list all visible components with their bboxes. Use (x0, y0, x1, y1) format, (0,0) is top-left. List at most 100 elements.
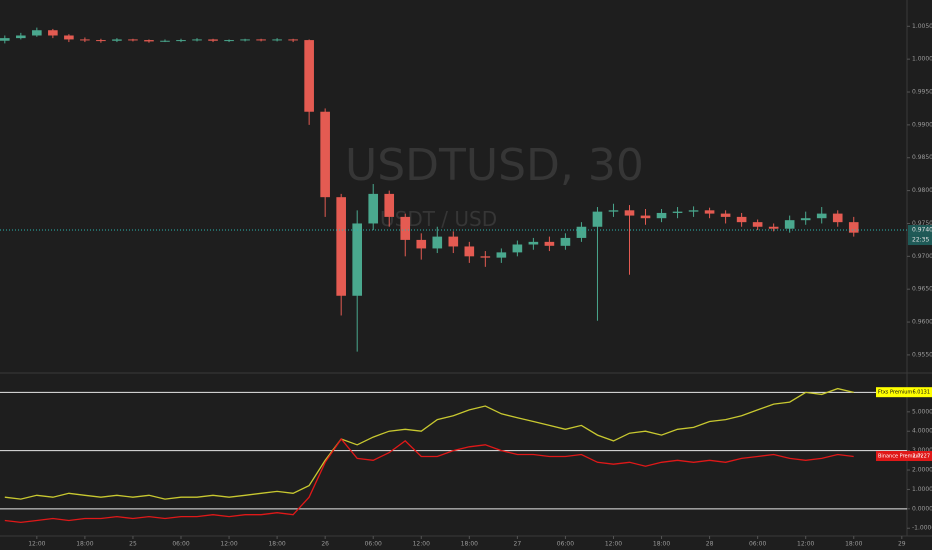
x-tick-label: 18:00 (845, 541, 862, 548)
candle-body (752, 222, 763, 227)
candle-body (720, 213, 731, 217)
candle-body (432, 236, 443, 249)
y-tick-label: 4.0000 (912, 428, 932, 435)
x-tick-label: 18:00 (653, 541, 670, 548)
candle-body (96, 40, 106, 42)
candle-body (176, 40, 186, 42)
y-tick-label: 3.0000 (912, 447, 932, 454)
y-tick-label: 0.9900 (912, 121, 932, 128)
candle-body (512, 244, 523, 253)
candle-body (656, 212, 667, 219)
candle-body (704, 210, 715, 214)
candle-body (416, 239, 427, 249)
candle-body (544, 241, 555, 246)
series-last-value: 6.0131 (913, 390, 931, 396)
candle-body (192, 39, 202, 41)
countdown-label: 22:35 (912, 237, 929, 244)
candle-body (464, 246, 475, 257)
candle-body (688, 210, 699, 212)
candle-body (112, 39, 122, 41)
y-tick-label: 5.0000 (912, 408, 932, 415)
x-tick-label: 18:00 (76, 541, 93, 548)
watermark-title: USDTUSD, 30 (345, 140, 644, 191)
x-tick-label: 18:00 (268, 541, 285, 548)
candle-body (128, 39, 138, 41)
x-tick-label: 06:00 (172, 541, 189, 548)
candle-body (480, 256, 491, 258)
y-tick-label: 2.0000 (912, 467, 932, 474)
legend-name: Ftxs Premium (878, 390, 912, 396)
x-tick-label: 28 (706, 541, 714, 548)
candle-body (768, 226, 779, 229)
x-tick-label: 12:00 (220, 541, 237, 548)
y-tick-label: 0.9550 (912, 351, 932, 358)
candle-body (624, 210, 635, 216)
candle-body (848, 222, 859, 233)
last-price-label: 0.9740 (912, 227, 932, 234)
x-tick-label: 25 (129, 541, 137, 548)
y-tick-label: 0.9950 (912, 89, 932, 96)
y-tick-label: 0.9850 (912, 154, 932, 161)
legend-name: Binance Premium (878, 454, 922, 460)
x-tick-label: 27 (514, 541, 522, 548)
candle-body (80, 39, 90, 41)
candle-body (736, 216, 747, 223)
candle-body (448, 236, 459, 247)
candle-body (64, 35, 74, 40)
candle-body (560, 237, 571, 246)
candle-body (16, 35, 26, 39)
candle-body (384, 193, 395, 217)
last-price-box (908, 225, 932, 236)
candle-body (368, 193, 379, 224)
y-tick-label: 1.0000 (912, 486, 932, 493)
candle-body (608, 210, 619, 212)
candle-body (336, 197, 346, 296)
candle-body (640, 215, 651, 219)
y-tick-label: 1.0000 (912, 56, 932, 63)
x-tick-label: 06:00 (749, 541, 766, 548)
y-tick-label: 0.9800 (912, 187, 932, 194)
series-value-box (876, 387, 932, 398)
candle-body (48, 30, 58, 36)
candle-body (800, 218, 811, 221)
candle-body (304, 40, 314, 112)
candle-body (160, 40, 170, 42)
candle-body (32, 30, 42, 36)
candle-body (272, 39, 282, 41)
x-tick-label: 26 (321, 541, 329, 548)
x-tick-label: 06:00 (557, 541, 574, 548)
candle-body (496, 252, 507, 258)
countdown-box (908, 235, 932, 246)
candle-body (320, 111, 330, 198)
candle-body (224, 40, 234, 42)
series-value-box (876, 451, 932, 462)
x-tick-label: 06:00 (365, 541, 382, 548)
x-tick-label: 12:00 (413, 541, 430, 548)
x-tick-label: 18:00 (461, 541, 478, 548)
y-tick-label: 0.9600 (912, 319, 932, 326)
candle-body (240, 39, 250, 41)
candle-body (832, 213, 843, 223)
y-tick-label: -1.0000 (912, 525, 932, 532)
candle-body (208, 39, 218, 41)
y-tick-label: 0.0000 (912, 505, 932, 512)
x-tick-label: 12:00 (28, 541, 45, 548)
x-tick-label: 12:00 (797, 541, 814, 548)
x-tick-label: 12:00 (605, 541, 622, 548)
candle-body (672, 211, 683, 213)
y-tick-label: 0.9750 (912, 220, 932, 227)
watermark-subtitle: USDT / USD (380, 207, 497, 231)
candle-body (528, 241, 539, 245)
candle-body (144, 40, 154, 42)
candle-body (592, 211, 603, 227)
series-last-value: 2.7227 (913, 454, 931, 460)
candle-body (400, 216, 411, 240)
x-tick-label: 29 (898, 541, 906, 548)
candle-body (288, 39, 298, 41)
y-tick-label: 0.9650 (912, 286, 932, 293)
candle-body (816, 213, 827, 219)
series-line (4, 437, 854, 524)
candle-body (576, 226, 587, 238)
